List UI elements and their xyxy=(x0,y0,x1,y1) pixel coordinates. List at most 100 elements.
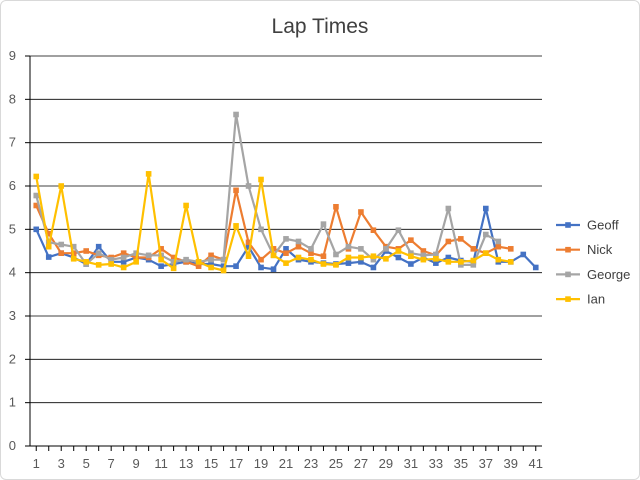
data-point xyxy=(345,243,352,250)
data-point xyxy=(245,239,252,246)
data-point xyxy=(333,262,339,268)
data-point xyxy=(408,250,414,256)
data-point xyxy=(208,264,214,271)
data-point xyxy=(170,254,177,261)
x-tick-label: 37 xyxy=(479,456,493,471)
data-point xyxy=(308,246,314,252)
data-point xyxy=(420,248,427,254)
x-tick-label: 41 xyxy=(529,456,543,471)
y-tick-label: 5 xyxy=(9,221,16,236)
data-point xyxy=(370,256,377,263)
data-point xyxy=(220,267,227,274)
data-point xyxy=(233,111,239,118)
data-point xyxy=(33,226,40,233)
data-point xyxy=(208,252,214,259)
x-tick-label: 31 xyxy=(404,456,418,471)
data-point xyxy=(108,256,114,263)
data-point xyxy=(70,256,77,262)
data-point xyxy=(245,253,252,259)
data-point xyxy=(195,259,202,265)
data-point xyxy=(33,173,40,180)
x-tick-label: 9 xyxy=(133,456,140,471)
data-point xyxy=(108,261,114,267)
data-point xyxy=(258,176,264,183)
data-point xyxy=(507,246,514,252)
data-point xyxy=(95,250,102,256)
y-tick-label: 8 xyxy=(9,91,16,106)
chart-title: Lap Times xyxy=(272,15,369,38)
data-point xyxy=(370,264,377,271)
data-point xyxy=(420,252,427,259)
data-point xyxy=(483,250,489,256)
legend-label: George xyxy=(587,267,630,282)
data-point xyxy=(245,183,252,189)
x-tick-label: 27 xyxy=(354,456,368,471)
data-point xyxy=(345,254,352,261)
data-point xyxy=(220,256,227,263)
data-point xyxy=(233,187,239,194)
x-tick-label: 17 xyxy=(229,456,243,471)
data-point xyxy=(395,227,402,233)
data-point xyxy=(170,259,177,265)
data-point xyxy=(270,266,277,272)
data-point xyxy=(158,263,164,269)
data-point xyxy=(295,238,302,245)
series-george xyxy=(33,111,502,268)
data-point xyxy=(383,246,389,252)
data-point xyxy=(233,263,239,269)
data-point xyxy=(358,246,364,252)
data-point xyxy=(408,253,414,259)
data-point xyxy=(270,252,277,259)
y-tick-label: 6 xyxy=(9,178,16,193)
data-point xyxy=(83,259,89,265)
data-point xyxy=(95,243,102,250)
y-tick-label: 3 xyxy=(9,308,16,323)
x-tick-label: 3 xyxy=(58,456,65,471)
data-point xyxy=(470,246,477,252)
legend-item: George xyxy=(556,267,630,282)
data-point xyxy=(507,259,514,265)
data-point xyxy=(158,256,164,263)
data-point xyxy=(333,251,339,258)
data-point xyxy=(445,238,452,245)
data-point xyxy=(145,171,152,177)
data-point xyxy=(133,250,139,256)
x-tick-label: 23 xyxy=(304,456,318,471)
data-point xyxy=(320,253,327,259)
data-point xyxy=(58,250,65,256)
data-point xyxy=(258,256,264,263)
data-point xyxy=(483,205,489,212)
data-point xyxy=(395,254,402,261)
data-point xyxy=(233,223,239,229)
legend-marker xyxy=(565,296,571,302)
x-tick-label: 15 xyxy=(204,456,218,471)
data-point xyxy=(458,259,464,265)
data-point xyxy=(208,261,214,267)
data-point xyxy=(333,204,339,210)
y-tick-label: 9 xyxy=(9,48,16,63)
x-tick-label: 19 xyxy=(254,456,268,471)
x-tick-label: 29 xyxy=(379,456,393,471)
legend-label: Ian xyxy=(587,292,605,307)
data-point xyxy=(183,202,189,209)
series-layer xyxy=(33,111,539,274)
data-point xyxy=(220,263,227,269)
legend-item: Ian xyxy=(556,292,605,307)
legend-marker xyxy=(565,246,571,253)
data-point xyxy=(483,231,489,238)
data-point xyxy=(395,248,402,254)
data-point xyxy=(283,236,289,242)
data-point xyxy=(158,246,164,252)
data-point xyxy=(520,251,527,258)
data-point xyxy=(445,254,452,261)
data-point xyxy=(170,265,177,272)
data-point xyxy=(320,221,327,227)
data-point xyxy=(458,236,464,242)
data-point xyxy=(83,248,89,254)
data-point xyxy=(258,264,264,271)
legend-label: Nick xyxy=(587,242,613,257)
data-point xyxy=(358,209,364,215)
data-point xyxy=(45,243,52,250)
